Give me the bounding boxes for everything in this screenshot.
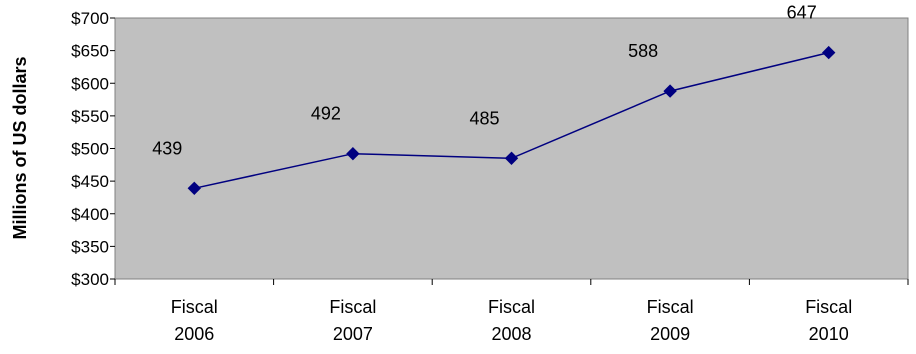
data-label: 647 [787, 3, 817, 23]
y-tick-label: $350 [71, 237, 109, 256]
y-tick-label: $400 [71, 205, 109, 224]
y-tick-label: $500 [71, 140, 109, 159]
y-tick-label: $650 [71, 42, 109, 61]
data-point-marker [821, 45, 836, 60]
y-axis-title: Millions of US dollars [10, 56, 30, 239]
x-tick-label: 2008 [491, 324, 531, 344]
data-point-marker [346, 147, 360, 161]
data-point-marker [187, 181, 202, 196]
x-axis-ticks [114, 279, 909, 285]
series-markers [187, 45, 836, 196]
x-tick-label: 2009 [650, 324, 690, 344]
x-tick-label: 2007 [333, 324, 373, 344]
plot-area [114, 17, 909, 280]
y-axis-tick-labels: $300 $350 $400 $450 $500 $550 $600 $650 $700 [71, 9, 109, 289]
y-tick-label: $600 [71, 74, 109, 93]
data-point-marker [504, 151, 519, 165]
y-tick-label: $550 [71, 107, 109, 126]
x-axis-tick-labels: Fiscal 2006 Fiscal 2007 Fiscal 2008 Fiscal 2009… [171, 297, 852, 344]
y-tick-label: $300 [71, 270, 109, 289]
data-label: 492 [311, 104, 341, 124]
y-tick-label: $700 [71, 9, 109, 28]
data-label: 439 [152, 138, 182, 158]
data-labels: 439 492 485 588 647 [152, 3, 816, 159]
y-tick-label: $450 [71, 172, 109, 191]
data-label: 485 [469, 108, 499, 128]
x-tick-label: Fiscal [329, 297, 376, 317]
x-tick-label: Fiscal [805, 297, 852, 317]
data-point-marker [663, 84, 677, 98]
x-tick-label: Fiscal [647, 297, 694, 317]
data-label: 588 [628, 41, 658, 61]
x-tick-label: Fiscal [488, 297, 535, 317]
x-tick-label: Fiscal [171, 297, 218, 317]
y-axis-ticks [110, 17, 115, 280]
x-tick-label: 2006 [174, 324, 214, 344]
x-tick-label: 2010 [809, 324, 849, 344]
